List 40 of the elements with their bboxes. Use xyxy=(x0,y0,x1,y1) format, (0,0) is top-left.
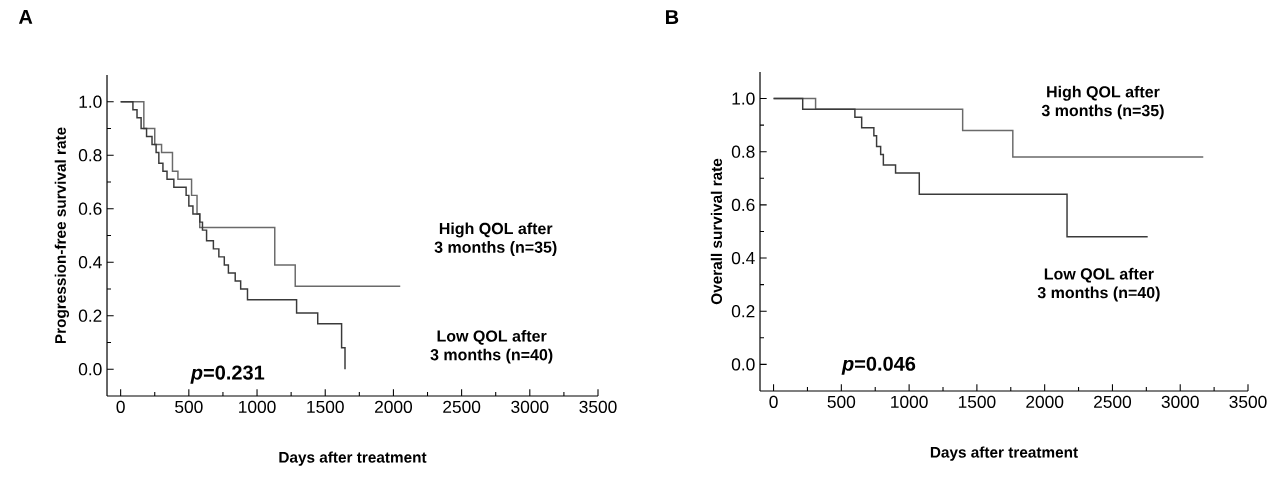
y-tick-label: 0.0 xyxy=(731,358,755,371)
text: Low QOL after 3 months (n=40) xyxy=(1037,267,1160,302)
x-tick-label: 1500 xyxy=(307,400,344,413)
y-tick-label: 0.8 xyxy=(731,145,755,158)
x-tick-label: 3000 xyxy=(511,400,549,413)
x-tick-label: 1000 xyxy=(891,395,928,408)
chart-title: B xyxy=(666,10,679,24)
y-tick-label: 0.6 xyxy=(731,198,755,212)
x-tick-label: 500 xyxy=(827,395,856,408)
y-tick-label: 0.0 xyxy=(78,363,102,376)
y-tick-label: 0.4 xyxy=(731,251,755,265)
annotation: p=0.046 xyxy=(841,356,916,375)
y-axis-title: Progression-free survival rate xyxy=(54,127,70,344)
y-tick-label: 0.2 xyxy=(78,309,102,322)
x-tick-label: 2500 xyxy=(1094,395,1132,408)
x-tick-label: 3500 xyxy=(1229,395,1267,408)
y-tick-label: 0.8 xyxy=(78,149,102,162)
x-tick-label: 500 xyxy=(175,400,203,413)
x-tick-label: 2000 xyxy=(375,400,413,413)
text: High QOL after 3 months (n=35) xyxy=(434,222,557,257)
x-tick-label: 0 xyxy=(116,400,125,413)
x-axis-title: Days after treatment xyxy=(279,451,427,466)
x-tick-label: 0 xyxy=(769,395,778,408)
y-tick-label: 1.0 xyxy=(79,95,102,108)
x-tick-label: 3500 xyxy=(579,400,617,413)
text: Low QOL after 3 months (n=40) xyxy=(430,329,553,364)
y-tick-label: 0.4 xyxy=(78,256,102,269)
x-axis-title: Days after treatment xyxy=(930,446,1078,461)
y-tick-label: 0.2 xyxy=(731,305,755,318)
x-tick-label: 3000 xyxy=(1161,395,1199,408)
series-label: High QOL after 3 months (n=35) xyxy=(1041,85,1164,120)
x-tick-label: 2500 xyxy=(443,400,481,413)
x-tick-label: 1000 xyxy=(239,400,276,413)
y-axis-title: Overall survival rate xyxy=(710,158,723,305)
x-tick-label: 2000 xyxy=(1026,395,1064,408)
chart-title: A xyxy=(18,10,33,24)
annotation: p=0.231 xyxy=(190,365,265,384)
y-tick-label: 0.6 xyxy=(78,202,102,215)
y-tick-label: 1.0 xyxy=(732,92,755,105)
x-tick-label: 1500 xyxy=(958,395,996,408)
